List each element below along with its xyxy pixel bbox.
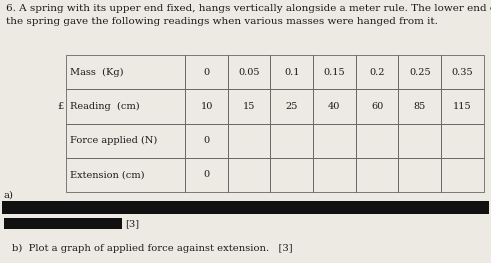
Bar	[185, 158, 228, 192]
Bar	[313, 158, 356, 192]
Bar	[66, 55, 185, 89]
Bar	[66, 124, 185, 158]
Bar	[441, 158, 484, 192]
Text: 0.35: 0.35	[452, 68, 473, 77]
Bar	[271, 158, 313, 192]
Bar	[398, 55, 441, 89]
Bar	[228, 124, 271, 158]
Bar	[185, 124, 228, 158]
Text: 40: 40	[328, 102, 341, 111]
Text: Reading  (cm): Reading (cm)	[70, 102, 140, 111]
Bar	[271, 124, 313, 158]
Text: 0.2: 0.2	[369, 68, 385, 77]
Bar	[228, 55, 271, 89]
Bar	[356, 89, 398, 124]
Text: 10: 10	[200, 102, 213, 111]
Text: 60: 60	[371, 102, 383, 111]
Bar	[185, 55, 228, 89]
Bar	[313, 124, 356, 158]
Bar	[66, 89, 185, 124]
Bar	[228, 89, 271, 124]
Text: 0.25: 0.25	[409, 68, 431, 77]
Bar	[398, 124, 441, 158]
Bar	[356, 55, 398, 89]
Text: Force applied (N): Force applied (N)	[70, 136, 158, 145]
Text: 0: 0	[203, 68, 210, 77]
Text: 0.15: 0.15	[324, 68, 345, 77]
Bar	[441, 89, 484, 124]
Text: 0.1: 0.1	[284, 68, 300, 77]
Bar	[228, 158, 271, 192]
Text: [3]: [3]	[125, 219, 139, 228]
Text: £: £	[57, 102, 64, 111]
Bar	[313, 55, 356, 89]
Text: 25: 25	[286, 102, 298, 111]
Bar	[2, 201, 489, 214]
Text: 15: 15	[243, 102, 255, 111]
Text: 0: 0	[203, 170, 210, 179]
Bar	[185, 89, 228, 124]
Bar	[313, 89, 356, 124]
Text: Mass  (Kg): Mass (Kg)	[70, 68, 124, 77]
Text: 85: 85	[413, 102, 426, 111]
Text: a): a)	[4, 190, 14, 199]
Text: the spring gave the following readings when various masses were hanged from it.: the spring gave the following readings w…	[6, 17, 438, 26]
Bar	[441, 55, 484, 89]
Bar	[398, 158, 441, 192]
Bar	[356, 158, 398, 192]
Text: 0: 0	[203, 136, 210, 145]
Bar	[356, 124, 398, 158]
Bar	[271, 55, 313, 89]
Text: 6. A spring with its upper end fixed, hangs vertically alongside a meter rule. T: 6. A spring with its upper end fixed, ha…	[6, 4, 491, 13]
Text: b)  Plot a graph of applied force against extension.   [3]: b) Plot a graph of applied force against…	[12, 244, 293, 253]
Text: 0.05: 0.05	[239, 68, 260, 77]
Bar	[441, 124, 484, 158]
Bar	[398, 89, 441, 124]
Bar	[4, 218, 122, 229]
Text: 115: 115	[453, 102, 472, 111]
Text: Extension (cm): Extension (cm)	[70, 170, 145, 179]
Bar	[271, 89, 313, 124]
Bar	[66, 158, 185, 192]
